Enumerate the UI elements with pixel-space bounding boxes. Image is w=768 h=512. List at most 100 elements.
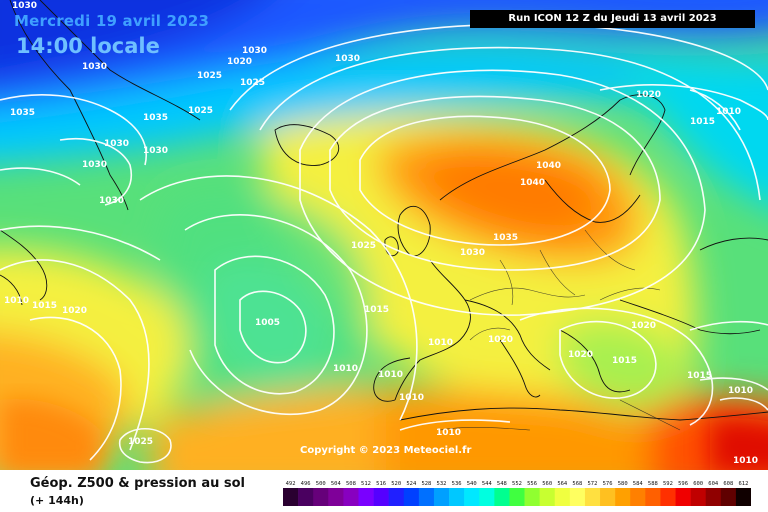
pressure-label: 1040 [520, 178, 545, 188]
forecast-hour: (+ 144h) [30, 494, 84, 507]
scale-swatch [464, 488, 480, 506]
isobar-labels: 1030 1030 1020 1030 1030 1025 1025 1025 … [4, 1, 758, 466]
color-field-accents [0, 399, 768, 470]
scale-tick-label: 600 [693, 481, 703, 487]
pressure-label: 1035 [143, 113, 168, 123]
scale-tick-label: 568 [572, 481, 582, 487]
scale-tick-label: 512 [361, 481, 371, 487]
model-run-info: Run ICON 12 Z du Jeudi 13 avril 2023 [470, 10, 755, 28]
scale-tick-label: 560 [542, 481, 552, 487]
pressure-label: 1020 [488, 335, 513, 345]
scale-swatch [735, 488, 751, 506]
scale-tick-label: 588 [648, 481, 658, 487]
scale-swatch [418, 488, 435, 506]
legend-panel: Géop. Z500 & pression au sol (+ 144h) 49… [0, 470, 768, 512]
pressure-label: 1030 [82, 160, 107, 170]
pressure-label: 1010 [733, 456, 758, 466]
scale-swatch [283, 488, 299, 506]
scale-tick-label: 608 [723, 481, 733, 487]
pressure-label: 1010 [716, 107, 741, 117]
pressure-label: 1015 [364, 305, 389, 315]
scale-swatch [675, 488, 691, 506]
scale-tick-label: 592 [663, 481, 673, 487]
scale-swatch [630, 488, 646, 506]
scale-tick-label: 552 [512, 481, 522, 487]
scale-tick-label: 536 [452, 481, 462, 487]
scale-swatch [705, 488, 722, 506]
pressure-label: 1030 [12, 1, 37, 11]
pressure-label: 1020 [636, 90, 661, 100]
scale-tick-label: 564 [557, 481, 568, 487]
pressure-label: 1040 [536, 161, 561, 171]
scale-tick-label: 524 [406, 481, 417, 487]
pressure-label: 1005 [255, 318, 280, 328]
scale-swatch [645, 488, 661, 506]
pressure-label: 1010 [728, 386, 753, 396]
pressure-label: 1030 [82, 62, 107, 72]
scale-tick-label: 520 [391, 481, 401, 487]
pressure-label: 1030 [143, 146, 168, 156]
scale-swatch [343, 488, 359, 506]
scale-swatch [298, 488, 314, 506]
pressure-label: 1020 [631, 321, 656, 331]
pressure-label: 1030 [242, 46, 267, 56]
pressure-label: 1010 [378, 370, 403, 380]
pressure-label: 1035 [493, 233, 518, 243]
pressure-label: 1025 [240, 78, 265, 88]
pressure-label: 1035 [10, 108, 35, 118]
scale-tick-label: 604 [708, 481, 719, 487]
pressure-label: 1030 [104, 139, 129, 149]
scale-tick-label: 596 [678, 481, 688, 487]
scale-swatch [479, 488, 495, 506]
geopotential-map: 1030 1030 1020 1030 1030 1025 1025 1025 … [0, 0, 768, 470]
scale-tick-label: 496 [301, 481, 311, 487]
forecast-date: Mercredi 19 avril 2023 [14, 12, 210, 30]
scale-swatch [388, 488, 405, 506]
pressure-label: 1020 [568, 350, 593, 360]
pressure-label: 1025 [197, 71, 222, 81]
scale-tick-label: 548 [497, 481, 507, 487]
scale-swatch [600, 488, 616, 506]
scale-swatch [569, 488, 586, 506]
pressure-label: 1030 [460, 248, 485, 258]
scale-tick-label: 500 [316, 481, 326, 487]
pressure-label: 1020 [227, 57, 252, 67]
scale-tick-label: 572 [588, 481, 598, 487]
color-field [0, 0, 768, 470]
scale-tick-label: 540 [467, 481, 477, 487]
scale-tick-label: 528 [421, 481, 431, 487]
pressure-label: 1025 [188, 106, 213, 116]
scale-tick-label: 612 [738, 481, 748, 487]
scale-swatch [524, 488, 540, 506]
pressure-label: 1015 [690, 117, 715, 127]
forecast-time: 14:00 locale [16, 34, 160, 58]
scale-tick-label: 576 [603, 481, 613, 487]
country-borders [439, 229, 681, 431]
scale-swatch [403, 488, 420, 506]
pressure-label: 1030 [99, 196, 124, 206]
scale-tick-label: 580 [618, 481, 628, 487]
pressure-label: 1010 [399, 393, 424, 403]
scale-swatch [720, 488, 737, 506]
scale-swatch [433, 488, 450, 506]
pressure-label: 1010 [333, 364, 358, 374]
scale-swatch [328, 488, 344, 506]
scale-swatch [554, 488, 571, 506]
scale-tick-label: 492 [286, 481, 296, 487]
scale-tick-label: 544 [482, 481, 493, 487]
pressure-label: 1010 [436, 428, 461, 438]
pressure-label: 1025 [351, 241, 376, 251]
scale-swatch [690, 488, 707, 506]
isobars [0, 23, 768, 464]
scale-tick-label: 556 [527, 481, 537, 487]
scale-tick-label: 584 [633, 481, 644, 487]
color-scale: 492 496 500 504 508 512 516 520 524 528 532 536 540 5… [283, 481, 751, 506]
pressure-label: 1010 [428, 338, 453, 348]
scale-tick-label: 504 [331, 481, 342, 487]
scale-swatch [584, 488, 601, 506]
coastlines [0, 0, 768, 421]
scale-tick-label: 532 [437, 481, 447, 487]
pressure-label: 1025 [128, 437, 153, 447]
pressure-label: 1010 [4, 296, 29, 306]
